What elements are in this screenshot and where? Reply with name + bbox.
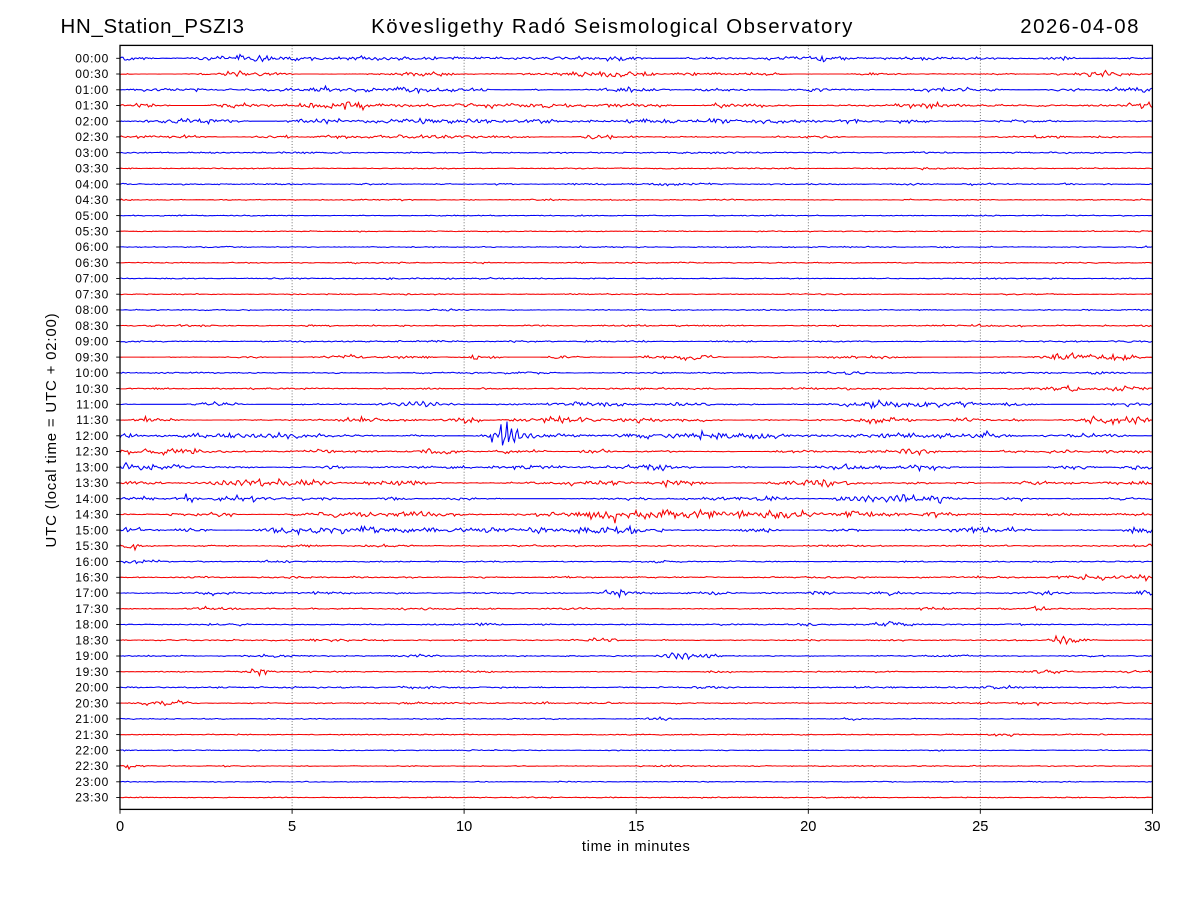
- svg-text:5: 5: [288, 819, 296, 835]
- svg-text:16:30: 16:30: [75, 571, 109, 585]
- svg-text:23:30: 23:30: [75, 791, 109, 805]
- svg-text:13:30: 13:30: [75, 476, 109, 490]
- svg-text:09:00: 09:00: [75, 335, 109, 349]
- svg-text:15: 15: [628, 819, 644, 835]
- svg-text:25: 25: [972, 819, 988, 835]
- svg-text:21:30: 21:30: [75, 728, 109, 742]
- svg-text:03:30: 03:30: [75, 162, 109, 176]
- svg-text:13:00: 13:00: [75, 460, 109, 474]
- svg-text:04:00: 04:00: [75, 177, 109, 191]
- svg-text:00:00: 00:00: [75, 52, 109, 66]
- svg-text:15:00: 15:00: [75, 523, 109, 537]
- svg-text:19:30: 19:30: [75, 665, 109, 679]
- svg-text:17:00: 17:00: [75, 586, 109, 600]
- svg-text:time in minutes: time in minutes: [582, 839, 691, 855]
- svg-text:19:00: 19:00: [75, 649, 109, 663]
- svg-text:04:30: 04:30: [75, 193, 109, 207]
- svg-text:01:00: 01:00: [75, 83, 109, 97]
- svg-text:21:00: 21:00: [75, 712, 109, 726]
- svg-text:2026-04-08: 2026-04-08: [1020, 16, 1140, 38]
- svg-text:18:30: 18:30: [75, 633, 109, 647]
- svg-text:14:00: 14:00: [75, 492, 109, 506]
- svg-text:UTC (local time = UTC + 02:00): UTC (local time = UTC + 02:00): [43, 313, 60, 548]
- svg-text:10:00: 10:00: [75, 366, 109, 380]
- svg-text:09:30: 09:30: [75, 350, 109, 364]
- svg-text:06:30: 06:30: [75, 256, 109, 270]
- svg-text:10:30: 10:30: [75, 382, 109, 396]
- svg-text:0: 0: [116, 819, 124, 835]
- svg-text:08:30: 08:30: [75, 319, 109, 333]
- svg-text:11:30: 11:30: [76, 413, 109, 427]
- svg-text:12:00: 12:00: [75, 429, 109, 443]
- svg-text:17:30: 17:30: [75, 602, 109, 616]
- svg-text:05:30: 05:30: [75, 225, 109, 239]
- svg-text:03:00: 03:00: [75, 146, 109, 160]
- svg-text:05:00: 05:00: [75, 209, 109, 223]
- svg-text:22:00: 22:00: [75, 744, 109, 758]
- svg-text:20:30: 20:30: [75, 696, 109, 710]
- svg-text:07:00: 07:00: [75, 272, 109, 286]
- svg-text:20: 20: [800, 819, 816, 835]
- svg-text:22:30: 22:30: [75, 759, 109, 773]
- svg-text:06:00: 06:00: [75, 240, 109, 254]
- svg-text:01:30: 01:30: [75, 99, 109, 113]
- svg-text:HN_Station_PSZI3: HN_Station_PSZI3: [61, 16, 245, 38]
- svg-text:02:30: 02:30: [75, 130, 109, 144]
- svg-text:02:00: 02:00: [75, 114, 109, 128]
- svg-text:08:00: 08:00: [75, 303, 109, 317]
- svg-text:10: 10: [456, 819, 472, 835]
- svg-text:18:00: 18:00: [75, 618, 109, 632]
- svg-text:11:00: 11:00: [76, 398, 109, 412]
- svg-text:07:30: 07:30: [75, 287, 109, 301]
- svg-text:15:30: 15:30: [75, 539, 109, 553]
- svg-text:00:30: 00:30: [75, 67, 109, 81]
- svg-text:30: 30: [1144, 819, 1160, 835]
- svg-text:16:00: 16:00: [75, 555, 109, 569]
- svg-text:23:00: 23:00: [75, 775, 109, 789]
- svg-text:20:00: 20:00: [75, 681, 109, 695]
- svg-text:12:30: 12:30: [75, 445, 109, 459]
- svg-text:14:30: 14:30: [75, 508, 109, 522]
- svg-text:Kövesligethy Radó Seismologica: Kövesligethy Radó Seismological Observat…: [371, 16, 854, 38]
